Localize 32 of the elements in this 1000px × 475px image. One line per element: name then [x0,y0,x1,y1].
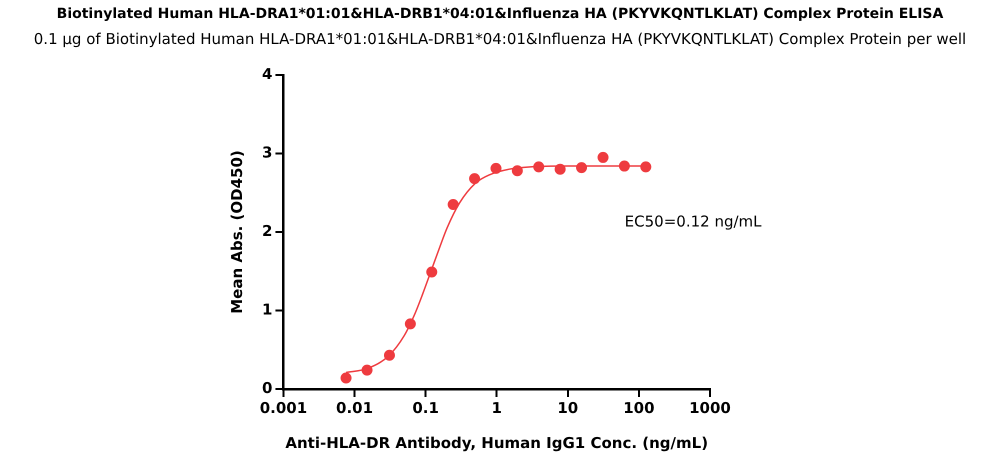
point [340,372,352,384]
x-tick-label: 0.1 [412,398,439,417]
x-tick-label: 1000 [689,398,731,417]
x-axis-title: Anti-HLA-DR Antibody, Human IgG1 Conc. (ng/mL) [285,434,708,452]
y-tick-label: 2 [262,222,272,240]
y-tick-label: 4 [262,64,272,83]
point [576,162,588,174]
y-tick-label: 3 [262,143,272,162]
point [404,318,416,330]
y-tick-label: 0 [262,378,272,397]
y-tick-label: 1 [262,300,272,318]
point [554,164,566,175]
x-tick-label: 0.01 [336,398,374,417]
point [512,165,523,176]
chart-title: Biotinylated Human HLA-DRA1*01:01&HLA-DRB1*04:01&Influenza HA (PKYVKQNTLKLAT) Complex Protein ELISA [56,6,944,22]
y-axis-title: Mean Abs. (OD450) [228,150,246,314]
point [640,161,652,172]
chart-subtitle: 0.1 μg of Biotinylated Human HLA-DRA1*01:01&HLA-DRB1*04:01&Influenza HA (PKYVKQNTLKLAT) Complex Protein per well [32,30,968,48]
annotation: EC50=0.12 ng/mL [624,212,762,230]
x-tick-label: 100 [623,398,655,417]
point [469,173,480,184]
x-tick-label: 1 [492,398,502,417]
point [618,160,630,172]
point [426,266,438,278]
x-tick-label: 10 [557,398,578,417]
point [362,364,373,376]
point [490,162,502,174]
point [384,350,395,361]
point [598,152,609,163]
point [533,161,544,172]
point [448,199,459,210]
x-tick-label: 0.001 [260,398,308,417]
